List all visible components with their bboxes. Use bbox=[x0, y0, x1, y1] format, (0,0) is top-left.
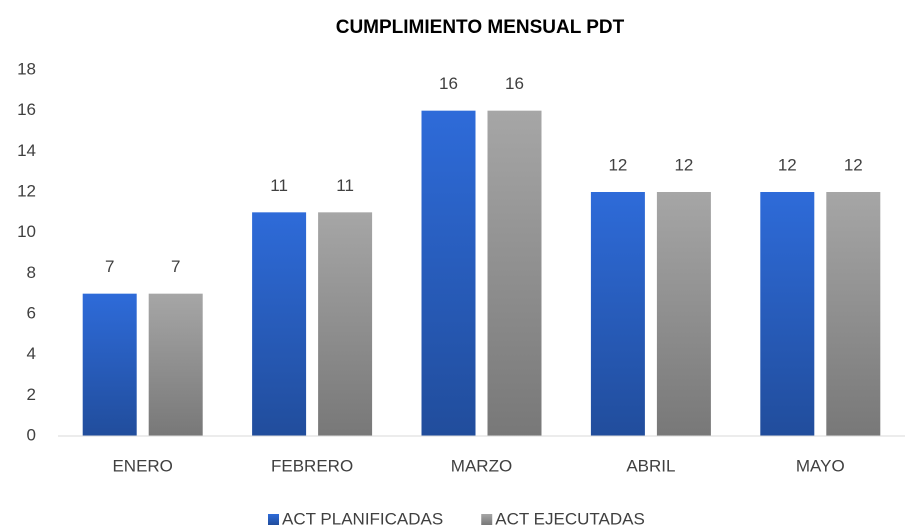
data-label: 12 bbox=[778, 155, 797, 174]
legend-swatch bbox=[481, 514, 493, 525]
y-tick-label: 18 bbox=[17, 59, 36, 78]
data-label: 7 bbox=[171, 257, 180, 276]
y-tick-label: 12 bbox=[17, 181, 36, 200]
y-tick-label: 14 bbox=[17, 141, 36, 160]
y-tick-label: 16 bbox=[17, 100, 36, 119]
y-tick-label: 8 bbox=[27, 263, 36, 282]
bar bbox=[421, 110, 476, 437]
y-tick-label: 0 bbox=[27, 425, 36, 444]
data-label: 11 bbox=[336, 176, 354, 195]
bar bbox=[487, 110, 542, 437]
data-label: 11 bbox=[270, 176, 288, 195]
legend-swatch bbox=[268, 514, 279, 525]
x-tick-label: ABRIL bbox=[626, 456, 675, 475]
data-label: 16 bbox=[439, 74, 458, 93]
x-tick-label: MAYO bbox=[796, 456, 845, 475]
x-tick-label: MARZO bbox=[451, 456, 512, 475]
data-label: 12 bbox=[844, 155, 863, 174]
legend-label: ACT EJECUTADAS bbox=[495, 509, 645, 528]
bar bbox=[148, 293, 203, 436]
bar bbox=[826, 192, 881, 436]
chart-title: CUMPLIMIENTO MENSUAL PDT bbox=[336, 17, 625, 38]
data-label: 16 bbox=[505, 74, 524, 93]
data-label: 7 bbox=[105, 257, 114, 276]
bar bbox=[82, 293, 137, 436]
bar bbox=[760, 192, 815, 436]
bar bbox=[656, 192, 711, 436]
y-tick-label: 2 bbox=[27, 385, 36, 404]
bar bbox=[318, 212, 373, 436]
bar bbox=[252, 212, 307, 436]
legend-label: ACT PLANIFICADAS bbox=[282, 509, 443, 528]
data-label: 12 bbox=[674, 155, 693, 174]
y-tick-label: 4 bbox=[27, 344, 36, 363]
bar bbox=[590, 192, 645, 436]
x-tick-label: ENERO bbox=[112, 456, 172, 475]
y-tick-label: 6 bbox=[27, 303, 36, 322]
x-tick-label: FEBRERO bbox=[271, 456, 353, 475]
data-label: 12 bbox=[608, 155, 627, 174]
y-tick-label: 10 bbox=[17, 222, 36, 241]
